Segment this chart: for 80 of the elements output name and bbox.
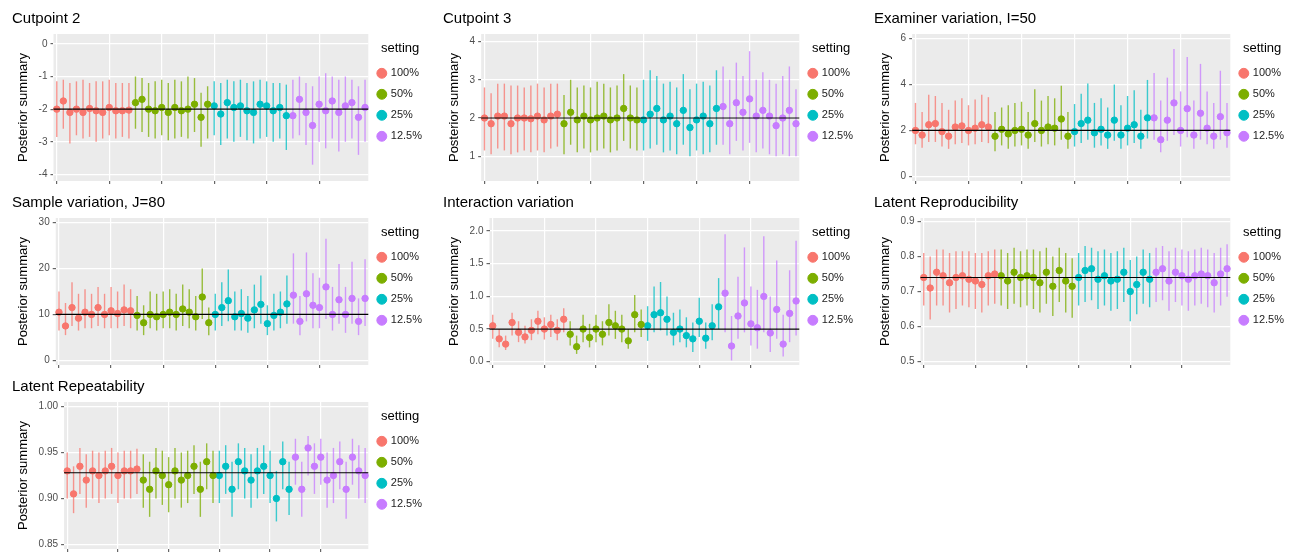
- legend-title: setting: [381, 224, 420, 240]
- legend-label: 100%: [390, 434, 420, 447]
- legend-title: setting: [381, 408, 420, 424]
- y-axis-title: Posterior summary: [446, 52, 462, 163]
- legend-label: 50%: [390, 271, 414, 284]
- y-tick-label: 0.9: [900, 215, 915, 227]
- legend-label: 12.5%: [390, 129, 423, 142]
- chart-title: Sample variation, J=80: [12, 193, 166, 211]
- legend-label: 12.5%: [821, 313, 854, 326]
- y-axis-title: Posterior summary: [877, 52, 893, 163]
- y-tick-label: 0.8: [900, 250, 915, 262]
- chart-title: Examiner variation, I=50: [874, 9, 1037, 27]
- y-tick-label: 10: [38, 308, 51, 320]
- legend-label: 12.5%: [821, 129, 854, 142]
- legend-label: 50%: [821, 271, 845, 284]
- y-tick-label: 4: [469, 35, 476, 47]
- legend-label: 12.5%: [1252, 129, 1285, 142]
- y-tick-label: 0.5: [469, 322, 484, 334]
- legend-label: 25%: [390, 108, 414, 121]
- y-axis-title: Posterior summary: [15, 52, 31, 163]
- y-tick-label: 2.0: [469, 224, 484, 236]
- y-axis-title: Posterior summary: [15, 236, 31, 347]
- y-tick-label: 1.0: [469, 290, 484, 302]
- legend-label: 50%: [1252, 87, 1276, 100]
- y-tick-label: 0: [44, 354, 51, 366]
- y-tick-label: 3: [469, 73, 476, 85]
- legend-title: setting: [812, 40, 851, 56]
- legend-label: 100%: [821, 250, 851, 263]
- y-tick-label: -3: [38, 135, 48, 147]
- y-tick-label: 1.5: [469, 257, 484, 269]
- legend-label: 12.5%: [390, 313, 423, 326]
- legend-label: 12.5%: [390, 497, 423, 510]
- y-tick-label: 30: [38, 216, 51, 228]
- legend-label: 100%: [1252, 66, 1282, 79]
- legend-label: 25%: [821, 292, 845, 305]
- legend-title: setting: [1243, 40, 1282, 56]
- y-tick-label: -2: [38, 102, 48, 114]
- chart-title: Latent Reproducibility: [874, 193, 1019, 211]
- y-tick-label: 2: [900, 124, 907, 136]
- legend-label: 50%: [1252, 271, 1276, 284]
- y-tick-label: 6: [900, 32, 907, 44]
- legend-label: 25%: [390, 292, 414, 305]
- legend-label: 25%: [821, 108, 845, 121]
- chart-title: Latent Repeatability: [12, 377, 146, 395]
- legend-label: 100%: [1252, 250, 1282, 263]
- y-tick-label: 0.95: [38, 446, 59, 458]
- y-tick-label: 20: [38, 262, 51, 274]
- y-tick-label: 1: [469, 149, 476, 161]
- legend-label: 50%: [390, 455, 414, 468]
- y-tick-label: -4: [38, 168, 48, 180]
- legend-title: setting: [812, 224, 851, 240]
- legend-title: setting: [1243, 224, 1282, 240]
- y-tick-label: 0: [900, 170, 907, 182]
- legend-label: 100%: [390, 250, 420, 263]
- y-axis-title: Posterior summary: [446, 236, 462, 347]
- legend-label: 12.5%: [1252, 313, 1285, 326]
- y-tick-label: 0.90: [38, 492, 59, 504]
- legend-label: 100%: [821, 66, 851, 79]
- y-tick-label: 0.6: [900, 320, 915, 332]
- y-tick-label: 1.00: [38, 400, 59, 412]
- y-tick-label: 0.85: [38, 538, 59, 550]
- legend-label: 25%: [1252, 108, 1276, 121]
- y-axis-title: Posterior summary: [15, 420, 31, 531]
- legend-label: 50%: [390, 87, 414, 100]
- y-tick-label: 0.5: [900, 355, 915, 367]
- y-tick-label: 0.0: [469, 355, 484, 367]
- chart-title: Cutpoint 2: [12, 9, 81, 27]
- y-axis-title: Posterior summary: [877, 236, 893, 347]
- y-tick-label: 2: [469, 111, 476, 123]
- y-tick-label: -1: [38, 70, 48, 82]
- chart-title: Interaction variation: [443, 193, 574, 211]
- y-tick-label: 4: [900, 78, 907, 90]
- legend-title: setting: [381, 40, 420, 56]
- legend-label: 50%: [821, 87, 845, 100]
- chart-title: Cutpoint 3: [443, 9, 512, 27]
- legend-label: 25%: [1252, 292, 1276, 305]
- legend-label: 25%: [390, 476, 414, 489]
- y-tick-label: 0: [41, 37, 48, 49]
- legend-label: 100%: [390, 66, 420, 79]
- y-tick-label: 0.7: [900, 285, 915, 297]
